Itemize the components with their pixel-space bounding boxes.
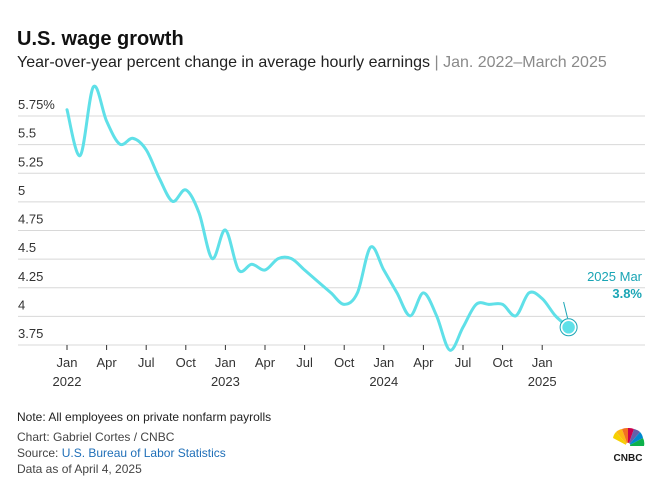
y-tick-label: 3.75: [18, 326, 43, 341]
x-tick-month: Jul: [296, 355, 313, 370]
latest-point-marker: [560, 319, 577, 336]
y-tick-label: 4: [18, 297, 25, 312]
x-tick-month: Jan: [215, 355, 236, 370]
x-tick-month: Apr: [255, 355, 276, 370]
subtitle-date-range: Jan. 2022–March 2025: [443, 54, 607, 71]
x-axis-ticks: Jan 2022 Apr Jul Oct Jan 2023 Apr Jul Oct Jan 2024 A…: [53, 345, 557, 389]
x-tick-year: 2023: [211, 374, 240, 389]
logo-wordmark: CNBC: [614, 453, 643, 464]
chart-title: U.S. wage growth: [17, 28, 184, 50]
y-tick-label: 5: [18, 183, 25, 198]
grid-lines: [18, 115, 645, 346]
x-tick-year: 2025: [528, 374, 557, 389]
y-tick-label: 5.75%: [18, 97, 55, 112]
x-tick-month: Apr: [96, 355, 117, 370]
y-tick-label: 4.25: [18, 269, 43, 284]
peacock-icon: [613, 427, 645, 448]
footer-data-date: Data as of April 4, 2025: [17, 462, 142, 476]
y-axis-ticks: 5.75% 5.5 5.25 5 4.75 4.5 4.25 4 3.75: [18, 97, 55, 341]
chart-subtitle: Year-over-year percent change in average…: [17, 54, 607, 72]
x-tick-month: Jan: [373, 355, 394, 370]
annotation-label: 2025 Mar: [587, 269, 643, 284]
subtitle-separator: |: [434, 54, 439, 71]
footer-note: Note: All employees on private nonfarm p…: [17, 410, 272, 424]
footer-chart-credit: Chart: Gabriel Cortes / CNBC: [17, 430, 175, 444]
annotation-leader: [563, 301, 569, 319]
footer-source: Source: U.S. Bureau of Labor Statistics: [17, 446, 226, 460]
source-prefix: Source:: [17, 446, 62, 460]
y-tick-label: 4.75: [18, 212, 43, 227]
x-tick-month: Jan: [532, 355, 553, 370]
x-tick-month: Oct: [492, 355, 513, 370]
x-tick-month: Jul: [138, 355, 155, 370]
x-tick-month: Jan: [57, 355, 78, 370]
x-tick-year: 2022: [53, 374, 82, 389]
annotation-layer: 2025 Mar 3.8%: [559, 269, 643, 337]
y-tick-label: 4.5: [18, 240, 36, 255]
source-link[interactable]: U.S. Bureau of Labor Statistics: [61, 446, 226, 460]
series-line: [65, 84, 571, 352]
x-tick-month: Oct: [334, 355, 355, 370]
x-tick-month: Oct: [176, 355, 197, 370]
x-tick-month: Jul: [455, 355, 472, 370]
annotation-value: 3.8%: [612, 286, 642, 301]
x-tick-year: 2024: [369, 374, 398, 389]
cnbc-logo: CNBC: [613, 427, 645, 464]
y-tick-label: 5.25: [18, 154, 43, 169]
subtitle-main: Year-over-year percent change in average…: [17, 54, 430, 71]
series-layer: [65, 84, 571, 352]
x-tick-month: Apr: [413, 355, 434, 370]
latest-point-ring: [559, 318, 578, 337]
y-tick-label: 5.5: [18, 126, 36, 141]
